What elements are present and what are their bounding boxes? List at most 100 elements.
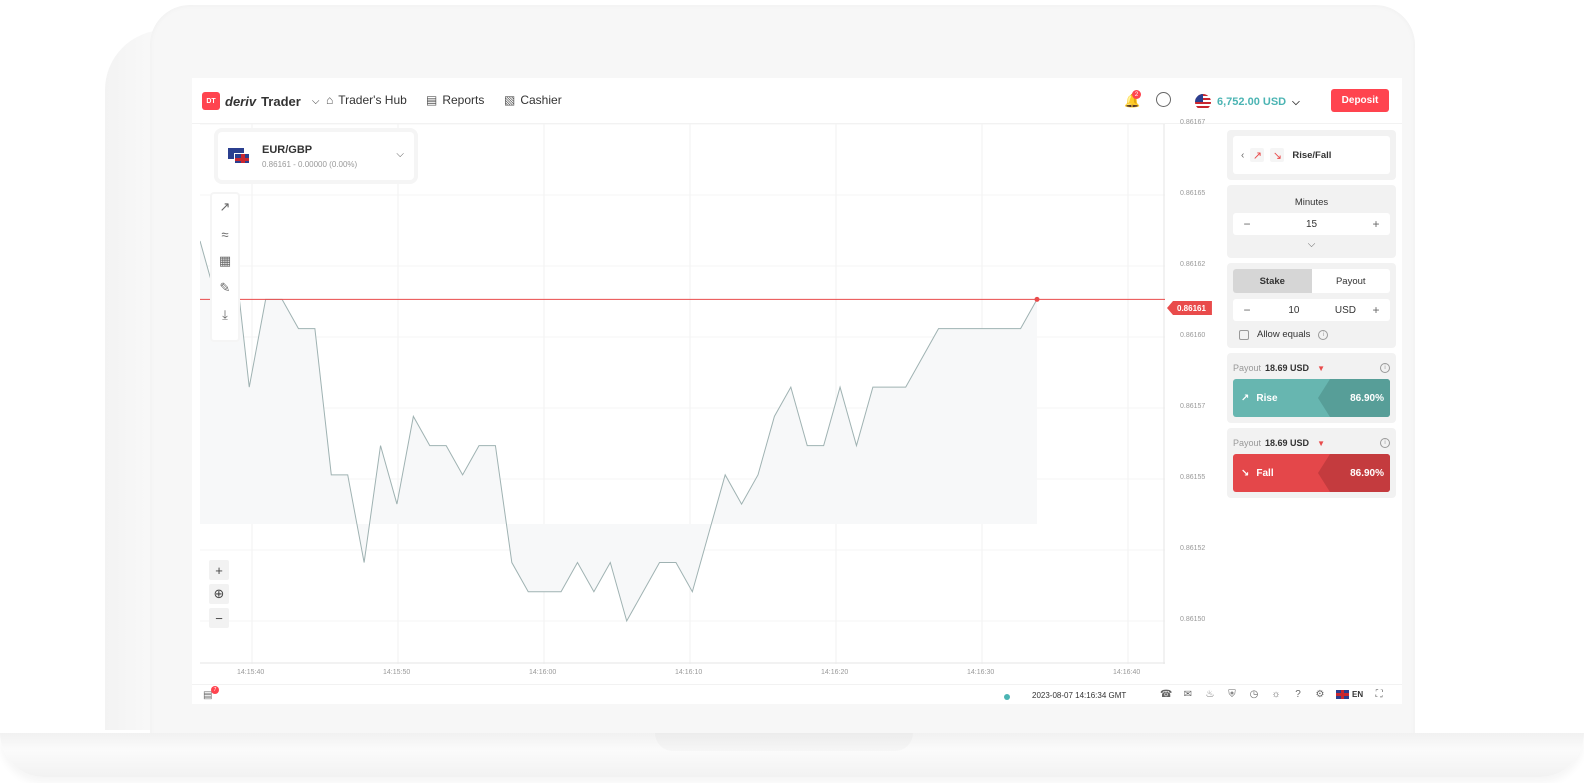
price-area [200, 240, 1037, 622]
y-tick: 0.86160 [1180, 332, 1206, 339]
contract-type-selector[interactable]: ‹ ↗ ↘ Rise/Fall [1233, 136, 1390, 174]
info-icon[interactable]: i [1380, 363, 1390, 373]
rise-arrow-icon: ↗ [1250, 148, 1265, 162]
payout-tab[interactable]: Payout [1335, 275, 1366, 287]
fall-payout-value: 18.69 USD [1265, 438, 1310, 448]
nav-cashier[interactable]: ▧ Cashier [504, 93, 562, 107]
y-tick: 0.86162 [1180, 261, 1206, 268]
chart-toolbar: ↗ ≈ ▦ ✎ ⤓ [212, 194, 238, 340]
notification-badge: 2 [1132, 90, 1141, 99]
zoom-in-button[interactable]: + [209, 560, 229, 580]
deposit-button[interactable]: Deposit [1331, 89, 1389, 112]
nav-reports[interactable]: ▤ Reports [426, 93, 484, 107]
rise-button[interactable]: ↗ Rise 86.90% [1233, 379, 1390, 417]
notifications-button[interactable]: 🔔 2 [1124, 90, 1141, 109]
rise-payout-row: Payout 18.69 USD ▼ i [1233, 359, 1390, 379]
home-icon: ⌂ [326, 93, 334, 107]
fullscreen-icon[interactable]: ⛶ [1375, 689, 1383, 700]
fall-percentage: 86.90% [1350, 467, 1384, 479]
x-tick: 14:16:30 [967, 669, 995, 676]
fall-payout-row: Payout 18.69 USD ▼ i [1233, 434, 1390, 454]
us-flag-icon [1195, 94, 1211, 110]
indicators-icon[interactable]: ≈ [221, 226, 229, 242]
chevron-down-icon: ⌵ [1292, 96, 1300, 108]
x-tick: 14:16:40 [1113, 669, 1141, 676]
account-icon[interactable] [1156, 92, 1171, 107]
nav-label: Trader's Hub [338, 93, 407, 107]
payout-label: Payout [1233, 363, 1262, 373]
duration-increase-button[interactable]: + [1372, 217, 1380, 231]
settings-icon[interactable]: ⚙ [1315, 689, 1325, 700]
templates-icon[interactable]: ▦ [218, 253, 232, 268]
allow-equals-checkbox[interactable] [1239, 329, 1249, 340]
info-icon[interactable]: i [1380, 438, 1390, 448]
connection-status-icon [1004, 694, 1010, 700]
livechat-icon[interactable]: ✉ [1183, 689, 1193, 700]
x-tick: 14:16:20 [821, 669, 849, 676]
chevron-down-icon: ⌵ [311, 95, 320, 107]
current-price-dot [1034, 296, 1040, 302]
speedometer-icon[interactable]: ◷ [1249, 689, 1259, 700]
amount-input[interactable]: 10 [1288, 304, 1300, 316]
brand-deriv: deriv [225, 93, 257, 109]
fall-label: Fall [1256, 467, 1274, 479]
theme-icon[interactable]: ☼ [1271, 689, 1281, 700]
server-time: 2023-08-07 14:16:34 GMT [1032, 691, 1127, 700]
y-tick: 0.86152 [1180, 545, 1206, 552]
stake-tab[interactable]: Stake [1233, 269, 1312, 293]
stake-payout-toggle: Stake Payout [1233, 269, 1390, 293]
download-icon[interactable]: ⤓ [222, 307, 228, 322]
drawing-tools-icon[interactable]: ✎ [219, 280, 231, 295]
x-tick: 14:15:50 [383, 669, 411, 676]
chart-area[interactable]: EUR/GBP 0.86161 - 0.00000 (0.00%) ⌵ ↗ ≈ … [200, 124, 1165, 664]
amount-decrease-button[interactable]: − [1243, 303, 1251, 317]
price-line [200, 240, 1038, 623]
positions-icon[interactable]: ▤ [203, 690, 213, 701]
price-down-icon: ▼ [1317, 438, 1325, 448]
language-selector[interactable]: EN [1336, 690, 1363, 699]
footer-icons: ☎ ✉ ♨ ⛨ ◷ ☼ ? ⚙ EN ⛶ [1160, 689, 1385, 700]
amount-increase-button[interactable]: + [1372, 303, 1380, 317]
info-icon[interactable]: i [1318, 329, 1329, 340]
contract-type-label: Rise/Fall [1292, 149, 1332, 161]
x-tick: 14:16:10 [675, 669, 703, 676]
nav-traders-hub[interactable]: ⌂ Trader's Hub [326, 93, 407, 107]
whatsapp-icon[interactable]: ☎ [1160, 689, 1173, 700]
nav-label: Cashier [520, 93, 562, 107]
chart-type-icon[interactable]: ↗ [219, 199, 231, 214]
price-down-icon: ▼ [1317, 363, 1325, 373]
app-screen: DT deriv Trader ⌵ ⌂ Trader's Hub ▤ Repor… [192, 78, 1402, 704]
help-icon[interactable]: ? [1295, 689, 1301, 700]
fall-shade [1318, 454, 1390, 492]
shield-icon[interactable]: ⛨ [1228, 689, 1236, 700]
y-tick: 0.86150 [1180, 616, 1206, 623]
chevron-down-icon[interactable]: ⌵ [1307, 239, 1316, 250]
deriv-logo-icon: DT [202, 92, 220, 110]
app-footer: ▤ 7 2023-08-07 14:16:34 GMT ☎ ✉ ♨ ⛨ ◷ ☼ … [192, 684, 1402, 704]
rise-percentage: 86.90% [1350, 392, 1384, 404]
account-switcher[interactable]: 6,752.00 USD ⌵ [1195, 94, 1300, 110]
crosshair-icon[interactable]: ⊕ [209, 584, 229, 604]
duration-value[interactable]: 15 [1305, 218, 1318, 230]
contract-type-box: ‹ ↗ ↘ Rise/Fall [1227, 130, 1396, 180]
responsible-trading-icon[interactable]: ♨ [1205, 689, 1215, 700]
amount-currency: USD [1334, 304, 1356, 316]
rise-arrow-icon: ↗ [1241, 392, 1250, 404]
market-symbol: EUR/GBP [262, 143, 313, 156]
current-price-tag: 0.86161 [1167, 301, 1212, 315]
y-tick: 0.86155 [1180, 474, 1206, 481]
gb-flag-icon [1336, 690, 1349, 699]
x-tick: 14:15:40 [237, 669, 265, 676]
market-selector[interactable]: EUR/GBP 0.86161 - 0.00000 (0.00%) ⌵ [218, 132, 414, 180]
trade-panel: ‹ ↗ ↘ Rise/Fall Minutes − 15 + ⌵ Stake P… [1227, 130, 1396, 503]
language-code: EN [1352, 690, 1364, 699]
price-chart[interactable] [200, 124, 1165, 664]
positions-badge: 7 [211, 686, 219, 694]
laptop-notch [655, 733, 913, 751]
duration-decrease-button[interactable]: − [1243, 217, 1251, 231]
brand-name: Trader [261, 93, 301, 109]
zoom-out-button[interactable]: − [209, 608, 229, 628]
rise-payout-value: 18.69 USD [1265, 363, 1310, 373]
brand-menu[interactable]: DT deriv Trader ⌵ [202, 92, 319, 110]
fall-button[interactable]: ↘ Fall 86.90% [1233, 454, 1390, 492]
